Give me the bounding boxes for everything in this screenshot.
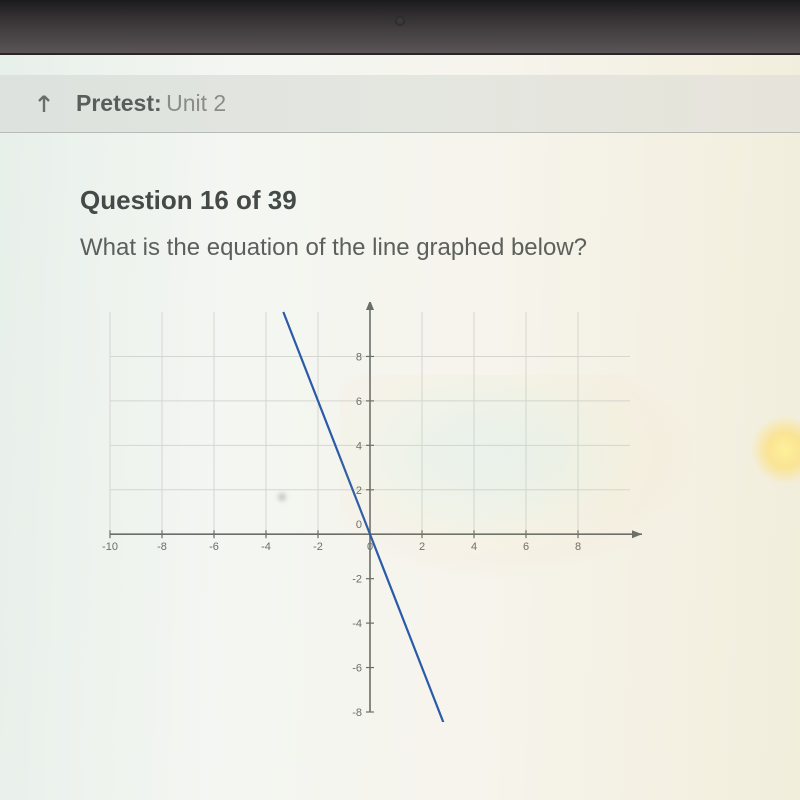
svg-text:-4: -4 [352,618,362,630]
header-title: Pretest: Unit 2 [76,90,226,117]
svg-text:-4: -4 [261,541,271,553]
laptop-bezel [0,0,800,55]
line-graph: -10 -8 -6 -4 -2 0 2 4 6 8 -8 -6 -4 -2 0 2 4 6 8 [90,302,650,722]
svg-text:0: 0 [356,519,362,531]
line-graph-svg: -10 -8 -6 -4 -2 0 2 4 6 8 -8 -6 -4 -2 0 2 4 6 8 [90,302,650,722]
header-title-strong: Pretest: [76,90,162,116]
svg-text:6: 6 [356,396,362,408]
svg-text:-10: -10 [102,541,118,553]
svg-text:4: 4 [471,541,477,553]
svg-text:4: 4 [356,440,362,452]
svg-text:-2: -2 [352,574,362,586]
header-bar: Pretest: Unit 2 [0,75,800,133]
back-arrow-icon[interactable] [30,90,58,118]
question-number: Question 16 of 39 [80,185,740,216]
svg-text:8: 8 [575,541,581,553]
svg-text:-8: -8 [352,707,362,719]
header-title-light: Unit 2 [166,90,226,116]
svg-text:-6: -6 [352,663,362,675]
svg-text:-6: -6 [209,541,219,553]
svg-text:6: 6 [523,541,529,553]
question-content: Question 16 of 39 What is the equation o… [0,155,800,800]
svg-text:8: 8 [356,351,362,363]
svg-text:-8: -8 [157,541,167,553]
svg-text:0: 0 [367,541,373,553]
laptop-camera [395,16,405,26]
dust-spot [278,493,286,501]
screen-area: Pretest: Unit 2 Question 16 of 39 What i… [0,55,800,800]
svg-text:-2: -2 [313,541,323,553]
question-prompt: What is the equation of the line graphed… [80,234,740,262]
svg-text:2: 2 [419,541,425,553]
svg-text:2: 2 [356,485,362,497]
